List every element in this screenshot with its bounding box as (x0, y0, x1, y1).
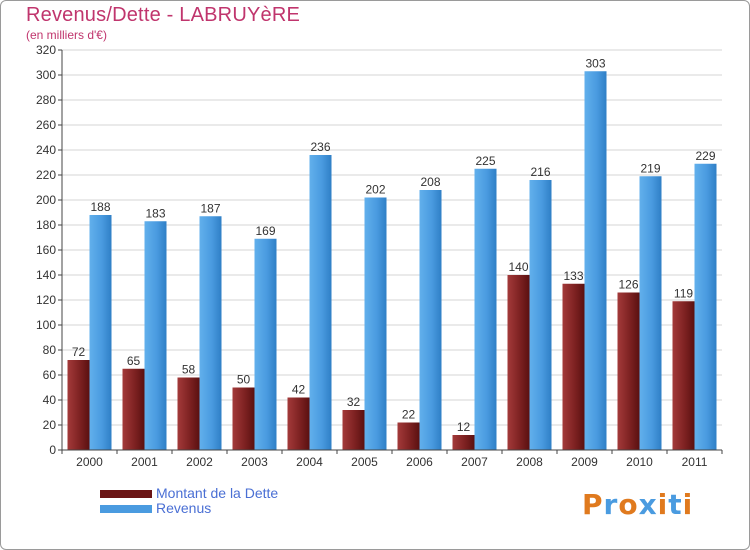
bar-revenus (144, 221, 167, 450)
bar-debt (507, 275, 530, 450)
bar-debt (67, 360, 90, 450)
chart-title: Revenus/Dette - LABRUYèRE (26, 4, 301, 26)
data-label: 303 (585, 56, 605, 70)
legend-swatch-revenus (100, 505, 152, 513)
x-tick-label: 2011 (682, 455, 708, 469)
data-label: 12 (457, 420, 471, 434)
bar-debt (562, 283, 585, 450)
bar-debt (672, 301, 695, 450)
y-tick-label: 280 (36, 93, 56, 107)
bar-debt (397, 422, 420, 450)
legend-label-revenus: Revenus (156, 500, 212, 516)
y-tick-label: 20 (43, 418, 57, 432)
x-tick-label: 2000 (76, 455, 103, 469)
bar-revenus (639, 176, 662, 450)
data-label: 50 (237, 373, 251, 387)
data-label: 202 (365, 183, 385, 197)
data-label: 65 (127, 354, 141, 368)
data-label: 208 (420, 175, 440, 189)
chart-subtitle: (en milliers d'€) (26, 28, 107, 42)
x-tick-label: 2002 (186, 455, 213, 469)
x-tick-label: 2009 (571, 455, 598, 469)
data-label: 42 (292, 383, 306, 397)
bars (67, 71, 717, 450)
data-label: 229 (695, 149, 715, 163)
data-label: 187 (200, 201, 220, 215)
y-tick-label: 140 (36, 268, 56, 282)
y-tick-label: 0 (49, 443, 56, 457)
bar-revenus (474, 168, 497, 450)
x-tick-label: 2003 (241, 455, 268, 469)
x-tick-label: 2008 (516, 455, 543, 469)
data-label: 188 (90, 200, 110, 214)
bar-revenus (309, 155, 332, 450)
y-tick-label: 100 (36, 318, 56, 332)
bar-debt (177, 377, 200, 450)
data-label: 72 (72, 345, 86, 359)
y-tick-label: 220 (36, 168, 56, 182)
bar-revenus (254, 238, 277, 450)
bar-debt (617, 292, 640, 450)
y-tick-label: 300 (36, 68, 56, 82)
data-label: 119 (674, 286, 693, 300)
data-label: 58 (182, 363, 196, 377)
y-tick-label: 80 (43, 343, 57, 357)
data-label: 32 (347, 395, 361, 409)
data-label: 140 (508, 260, 528, 274)
value-labels: 72 188 65 183 58 187 50 169 42 236 32 202 22 208 12 225… (72, 56, 716, 434)
data-label: 133 (563, 269, 583, 283)
y-tick-label: 160 (36, 243, 56, 257)
bar-debt (342, 410, 365, 450)
bar-revenus (364, 197, 387, 450)
brand-logo: Proxiti (582, 488, 694, 521)
bar-debt (122, 368, 145, 450)
y-tick-label: 260 (36, 118, 56, 132)
x-tick-label: 2001 (131, 455, 158, 469)
legend-swatch-debt (100, 490, 152, 498)
data-label: 22 (402, 408, 416, 422)
data-label: 225 (475, 154, 495, 168)
y-tick-label: 240 (36, 143, 56, 157)
data-label: 236 (310, 140, 330, 154)
bar-revenus (419, 190, 442, 450)
grid-lines (62, 49, 722, 451)
bar-debt (287, 397, 310, 450)
bar-revenus (199, 216, 222, 450)
bar-revenus (529, 180, 552, 450)
x-tick-label: 2006 (406, 455, 433, 469)
x-tick-label: 2004 (296, 455, 323, 469)
data-label: 219 (640, 161, 660, 175)
data-label: 169 (255, 224, 275, 238)
data-label: 126 (618, 278, 638, 292)
bar-revenus (694, 163, 717, 450)
x-tick-label: 2005 (351, 455, 378, 469)
y-tick-label: 40 (43, 393, 57, 407)
y-tick-label: 320 (36, 43, 56, 57)
x-tick-label: 2007 (461, 455, 488, 469)
data-label: 183 (145, 206, 165, 220)
axes: 0 20 40 60 80 100 120 140 160 180 200 220 240 260 280 3… (36, 43, 723, 469)
data-label: 216 (530, 165, 550, 179)
bar-debt (452, 435, 475, 450)
bar-revenus (584, 71, 607, 450)
y-tick-label: 180 (36, 218, 56, 232)
y-tick-label: 60 (43, 368, 57, 382)
bar-debt (232, 387, 255, 450)
y-tick-label: 120 (36, 293, 56, 307)
legend-label-debt: Montant de la Dette (156, 485, 279, 501)
x-tick-label: 2010 (626, 455, 653, 469)
y-tick-label: 200 (36, 193, 56, 207)
bar-revenus (89, 215, 112, 450)
